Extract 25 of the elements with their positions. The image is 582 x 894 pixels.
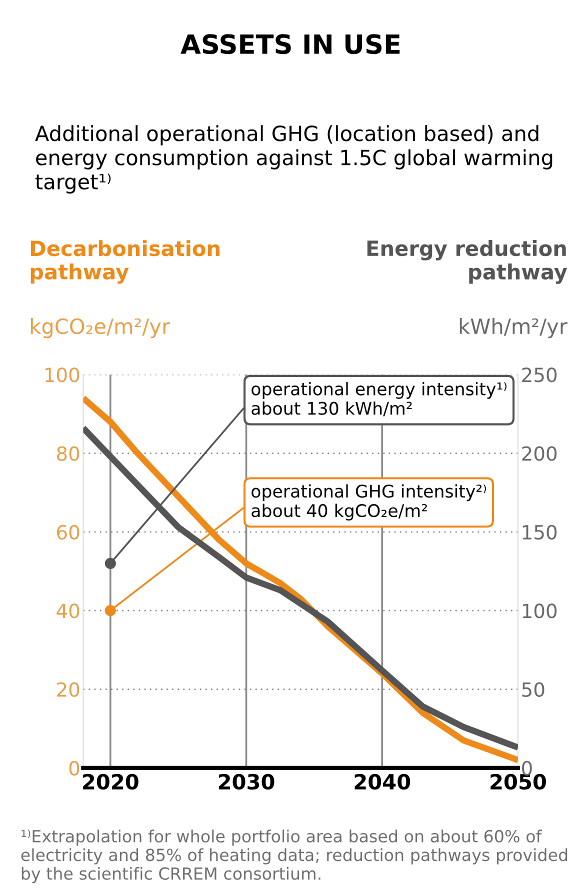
text: Energy reduction pathway <box>367 240 568 284</box>
chart-title: ASSETS IN USE <box>180 34 400 54</box>
annotation: operational energy intensity¹⁾ about 130 kWh/m² <box>252 382 507 416</box>
y-tick-label: 20 <box>57 682 80 697</box>
text: ¹⁾Extrapolation for whole portfolio area based on about 60% of electricity and 85% of heating data; reduction pathways provided by the scientific CRREM consortium. <box>21 830 568 884</box>
x-tick-label: 2020 <box>83 774 138 790</box>
y2-tick-label: 200 <box>522 446 557 461</box>
y2-tick-label: 250 <box>522 368 557 382</box>
y-tick-label: 0 <box>69 760 80 776</box>
annotation: operational GHG intensity²⁾ about 40 kgCO₂e/m² <box>252 484 486 521</box>
y2-tick-label: 50 <box>522 682 544 697</box>
y2-tick-label: 100 <box>522 604 557 618</box>
y-tick-label: 100 <box>45 368 80 382</box>
text: Decarbonisation pathway <box>30 240 220 284</box>
y-tick-label: 60 <box>57 524 80 540</box>
x-tick-label: 2050 <box>490 774 546 790</box>
x-tick-label: 2040 <box>354 774 410 790</box>
chart-subtitle: Additional operational GHG (location based) and energy consumption against 1.5C global warming target¹⁾ <box>35 125 552 194</box>
y-tick-label: 40 <box>56 604 80 618</box>
x-tick-label: 2030 <box>218 774 274 790</box>
y2-tick-label: 150 <box>522 524 557 540</box>
y-tick-label: 80 <box>57 446 80 461</box>
y2-axis-title: kWh/m²/yr <box>460 318 568 338</box>
y2-tick-label: 0 <box>522 760 532 776</box>
y-axis-title: kgCO₂e/m²/yr <box>30 318 170 338</box>
